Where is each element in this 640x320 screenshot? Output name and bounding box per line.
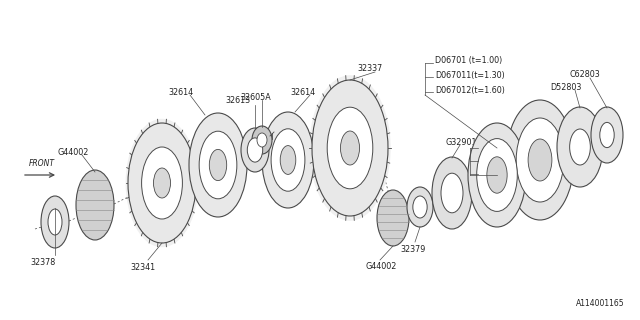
Text: D067012(t=1.60): D067012(t=1.60) xyxy=(435,85,505,94)
Text: C62803: C62803 xyxy=(570,69,601,78)
Ellipse shape xyxy=(271,129,305,191)
Text: D52803: D52803 xyxy=(550,83,581,92)
Ellipse shape xyxy=(262,112,314,208)
Ellipse shape xyxy=(516,118,564,202)
Text: F07201L(t=1.95): F07201L(t=1.95) xyxy=(480,155,548,164)
Text: D067011(t=1.30): D067011(t=1.30) xyxy=(435,70,505,79)
Text: G32901: G32901 xyxy=(445,138,477,147)
Text: 32605A: 32605A xyxy=(240,92,271,101)
Ellipse shape xyxy=(309,75,390,221)
Text: 32379: 32379 xyxy=(400,245,426,254)
Ellipse shape xyxy=(252,126,272,154)
Ellipse shape xyxy=(257,133,267,147)
Ellipse shape xyxy=(327,107,372,189)
Ellipse shape xyxy=(189,113,247,217)
Ellipse shape xyxy=(413,196,427,218)
Ellipse shape xyxy=(141,147,182,219)
Text: 32378: 32378 xyxy=(30,258,55,267)
Ellipse shape xyxy=(48,209,62,235)
Text: 32614: 32614 xyxy=(168,87,193,97)
Ellipse shape xyxy=(591,107,623,163)
Ellipse shape xyxy=(247,138,262,162)
Text: G44002: G44002 xyxy=(58,148,90,156)
Ellipse shape xyxy=(41,196,69,248)
Ellipse shape xyxy=(432,157,472,229)
Ellipse shape xyxy=(312,80,388,216)
Ellipse shape xyxy=(280,146,296,174)
Ellipse shape xyxy=(154,168,170,198)
Ellipse shape xyxy=(407,187,433,227)
Ellipse shape xyxy=(125,119,198,247)
Text: F072012(t=2.25): F072012(t=2.25) xyxy=(480,169,548,178)
Ellipse shape xyxy=(76,170,114,240)
Ellipse shape xyxy=(377,190,409,246)
Text: FRONT: FRONT xyxy=(29,159,55,168)
Ellipse shape xyxy=(487,157,507,193)
Text: D06701 (t=1.00): D06701 (t=1.00) xyxy=(435,55,502,65)
Text: F07201 (t=1.65): F07201 (t=1.65) xyxy=(480,140,546,149)
Ellipse shape xyxy=(570,129,590,165)
Ellipse shape xyxy=(340,131,360,165)
Ellipse shape xyxy=(557,107,603,187)
Ellipse shape xyxy=(241,128,269,172)
Ellipse shape xyxy=(477,139,517,212)
Text: G44002: G44002 xyxy=(365,262,396,271)
Ellipse shape xyxy=(209,149,227,180)
Ellipse shape xyxy=(128,123,196,243)
Ellipse shape xyxy=(199,131,237,199)
Text: 32613: 32613 xyxy=(225,95,250,105)
Text: A114001165: A114001165 xyxy=(577,299,625,308)
Text: 32614: 32614 xyxy=(290,87,315,97)
Ellipse shape xyxy=(506,100,574,220)
Ellipse shape xyxy=(528,139,552,181)
Ellipse shape xyxy=(441,173,463,213)
Ellipse shape xyxy=(600,123,614,148)
Text: 32337: 32337 xyxy=(357,63,382,73)
Ellipse shape xyxy=(468,123,526,227)
Text: 32341: 32341 xyxy=(130,263,155,272)
